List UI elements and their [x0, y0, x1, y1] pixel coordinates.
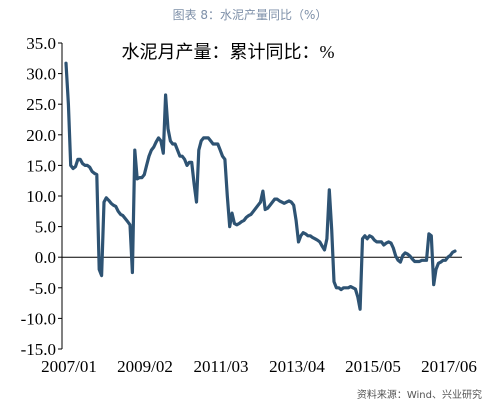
x-tick-label: 2013/04	[269, 357, 325, 376]
x-tick-label: 2017/06	[421, 357, 477, 376]
y-tick-label: 30.0	[26, 65, 56, 84]
y-tick-label: -5.0	[29, 279, 56, 298]
x-tick-label: 2011/03	[193, 357, 248, 376]
x-tick-label: 2007/01	[41, 357, 97, 376]
y-tick-label: -15.0	[21, 340, 56, 359]
y-tick-label: -10.0	[21, 309, 56, 328]
x-tick-labels: 2007/01 2009/02 2011/03 2013/04 2015/05 2017/…	[41, 357, 477, 376]
y-tick-label: 0.0	[35, 248, 56, 267]
y-tick-label: 20.0	[26, 126, 56, 145]
x-tick-label: 2015/05	[345, 357, 401, 376]
series-line	[64, 61, 457, 311]
figure-source: 资料来源：Wind、兴业研究	[356, 390, 482, 401]
y-tick-label: 15.0	[26, 156, 56, 175]
y-tick-label: 5.0	[35, 218, 56, 237]
chart-title: 水泥月产量：累计同比：%	[122, 42, 335, 62]
y-tick-label: 10.0	[26, 187, 56, 206]
y-tick-label: 25.0	[26, 95, 56, 114]
x-tick-label: 2009/02	[117, 357, 173, 376]
y-tick-label: 35.0	[26, 34, 56, 53]
figure-caption: 图表 8：水泥产量同比（%）	[172, 8, 328, 22]
chart-axes	[58, 42, 462, 350]
y-tick-labels: 35.0 30.0 25.0 20.0 15.0 10.0 5.0 0.0 -5.0 -10.0 -…	[21, 34, 56, 359]
